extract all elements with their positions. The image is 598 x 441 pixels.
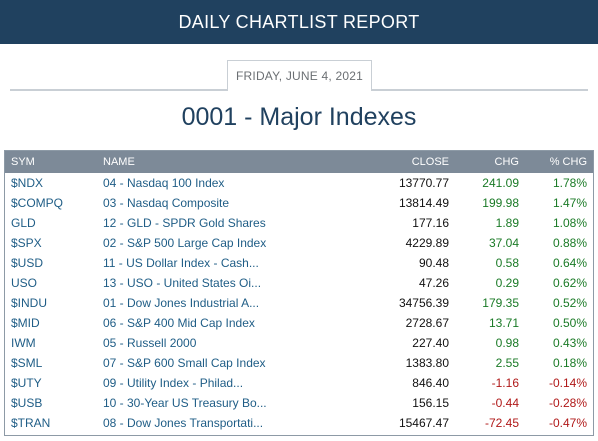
table-row[interactable]: $UTY 09 - Utility Index - Philad... 846.40… — [5, 373, 593, 393]
symbol-link[interactable]: $USB — [11, 396, 43, 410]
name-link[interactable]: 08 - Dow Jones Transportati... — [103, 416, 264, 430]
index-table: SYM NAME CLOSE CHG % CHG $NDX 04 - Nasdaq… — [4, 150, 594, 436]
table-row[interactable]: IWM 05 - Russell 2000 227.40 0.98 0.43% — [5, 333, 593, 353]
name-link[interactable]: 06 - S&P 400 Mid Cap Index — [103, 316, 255, 330]
report-title: DAILY CHARTLIST REPORT — [178, 11, 420, 32]
close-value: 47.26 — [418, 276, 449, 290]
change-value: 0.29 — [495, 276, 519, 290]
change-value: 13.71 — [488, 316, 519, 330]
table-row[interactable]: $SML 07 - S&P 600 Small Cap Index 1383.80 2… — [5, 353, 593, 373]
close-value: 13770.77 — [398, 176, 449, 190]
percent-change-value: 0.50% — [552, 316, 587, 330]
symbol-link[interactable]: $MID — [11, 316, 40, 330]
symbol-link[interactable]: $SML — [11, 356, 43, 370]
percent-change-value: 1.47% — [552, 196, 587, 210]
column-header-name[interactable]: NAME — [103, 156, 135, 168]
change-value: -72.45 — [484, 416, 519, 430]
close-value: 15467.47 — [398, 416, 449, 430]
table-row[interactable]: $MID 06 - S&P 400 Mid Cap Index 2728.67 13.… — [5, 313, 593, 333]
close-value: 846.40 — [412, 376, 449, 390]
table-row[interactable]: $NDX 04 - Nasdaq 100 Index 13770.77 241.09 1… — [5, 173, 593, 193]
date-section: FRIDAY, JUNE 4, 2021 — [10, 60, 588, 92]
change-value: 0.58 — [495, 256, 519, 270]
change-value: 241.09 — [482, 176, 519, 190]
symbol-link[interactable]: $NDX — [11, 176, 44, 190]
name-link[interactable]: 07 - S&P 600 Small Cap Index — [103, 356, 266, 370]
close-value: 2728.67 — [405, 316, 449, 330]
percent-change-value: -0.28% — [548, 396, 587, 410]
table-row[interactable]: $TRAN 08 - Dow Jones Transportati... 15467… — [5, 413, 593, 433]
close-value: 13814.49 — [398, 196, 449, 210]
percent-change-value: 1.78% — [552, 176, 587, 190]
change-value: 179.35 — [482, 296, 519, 310]
column-header-sym[interactable]: SYM — [11, 156, 35, 168]
percent-change-value: 0.43% — [552, 336, 587, 350]
name-link[interactable]: 03 - Nasdaq Composite — [103, 196, 230, 210]
report-date: FRIDAY, JUNE 4, 2021 — [227, 60, 372, 91]
symbol-link[interactable]: GLD — [11, 216, 36, 230]
change-value: 37.04 — [488, 236, 519, 250]
percent-change-value: 0.88% — [552, 236, 587, 250]
name-link[interactable]: 05 - Russell 2000 — [103, 336, 197, 350]
table-row[interactable]: $SPX 02 - S&P 500 Large Cap Index 4229.89 3… — [5, 233, 593, 253]
name-link[interactable]: 02 - S&P 500 Large Cap Index — [103, 236, 267, 250]
percent-change-value: 0.64% — [552, 256, 587, 270]
name-link[interactable]: 11 - US Dollar Index - Cash... — [103, 256, 259, 270]
chartlist-title: 0001 - Major Indexes — [181, 103, 417, 131]
table-header-row: SYM NAME CLOSE CHG % CHG — [5, 151, 593, 173]
change-value: 2.55 — [495, 356, 519, 370]
symbol-link[interactable]: $TRAN — [11, 416, 51, 430]
change-value: 199.98 — [482, 196, 519, 210]
change-value: -1.16 — [491, 376, 519, 390]
symbol-link[interactable]: $COMPQ — [11, 196, 64, 210]
report-header-bar: DAILY CHARTLIST REPORT — [0, 0, 598, 44]
table-row[interactable]: USO 13 - USO - United States Oi... 47.26 0.… — [5, 273, 593, 293]
symbol-link[interactable]: $UTY — [11, 376, 42, 390]
column-header-pct-chg[interactable]: % CHG — [549, 156, 587, 168]
name-link[interactable]: 01 - Dow Jones Industrial A... — [103, 296, 260, 310]
percent-change-value: -0.14% — [548, 376, 587, 390]
close-value: 90.48 — [418, 256, 449, 270]
table-row[interactable]: $COMPQ 03 - Nasdaq Composite 13814.49 199.9… — [5, 193, 593, 213]
change-value: -0.44 — [491, 396, 519, 410]
close-value: 1383.80 — [405, 356, 449, 370]
percent-change-value: -0.47% — [548, 416, 587, 430]
close-value: 177.16 — [412, 216, 449, 230]
close-value: 4229.89 — [405, 236, 449, 250]
close-value: 156.15 — [412, 396, 449, 410]
close-value: 34756.39 — [398, 296, 449, 310]
table-row[interactable]: $USD 11 - US Dollar Index - Cash... 90.48 0… — [5, 253, 593, 273]
percent-change-value: 0.18% — [552, 356, 587, 370]
symbol-link[interactable]: $SPX — [11, 236, 42, 250]
change-value: 0.98 — [495, 336, 519, 350]
name-link[interactable]: 09 - Utility Index - Philad... — [103, 376, 244, 390]
table-row[interactable]: GLD 12 - GLD - SPDR Gold Shares 177.16 1.89… — [5, 213, 593, 233]
close-value: 227.40 — [412, 336, 449, 350]
percent-change-value: 0.52% — [552, 296, 587, 310]
symbol-link[interactable]: $INDU — [11, 296, 48, 310]
name-link[interactable]: 12 - GLD - SPDR Gold Shares — [103, 216, 266, 230]
table-row[interactable]: $INDU 01 - Dow Jones Industrial A... 34756… — [5, 293, 593, 313]
name-link[interactable]: 13 - USO - United States Oi... — [103, 276, 262, 290]
percent-change-value: 1.08% — [552, 216, 587, 230]
column-header-close[interactable]: CLOSE — [411, 156, 449, 168]
symbol-link[interactable]: IWM — [11, 336, 36, 350]
column-header-chg[interactable]: CHG — [494, 156, 519, 168]
symbol-link[interactable]: $USD — [11, 256, 44, 270]
name-link[interactable]: 10 - 30-Year US Treasury Bo... — [103, 396, 267, 410]
percent-change-value: 0.62% — [552, 276, 587, 290]
change-value: 1.89 — [495, 216, 519, 230]
table-row[interactable]: $USB 10 - 30-Year US Treasury Bo... 156.15… — [5, 393, 593, 413]
name-link[interactable]: 04 - Nasdaq 100 Index — [103, 176, 225, 190]
symbol-link[interactable]: USO — [11, 276, 38, 290]
